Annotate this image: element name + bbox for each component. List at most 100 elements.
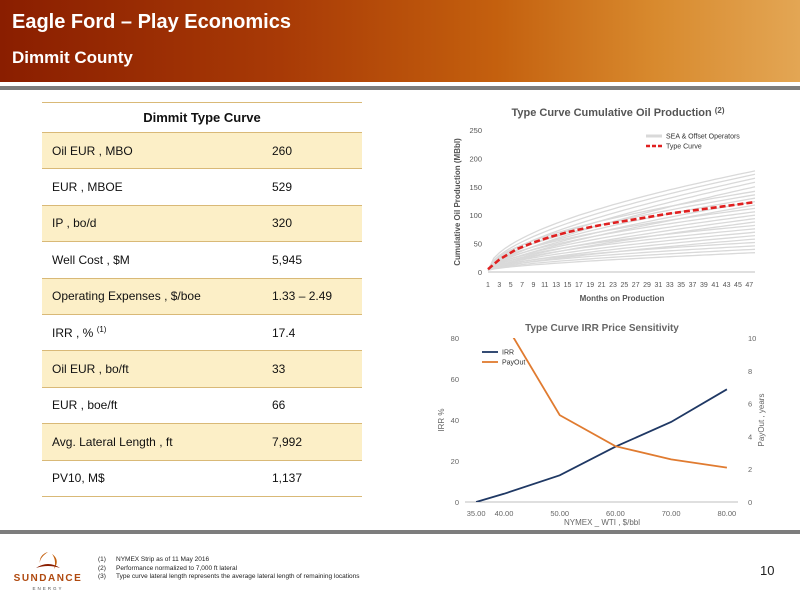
chart1-x-tick: 5 [509, 282, 513, 289]
chart1-x-tick: 39 [700, 282, 708, 289]
offset-operator-curve [487, 245, 756, 271]
svg-text:SUNDANCE: SUNDANCE [14, 573, 83, 584]
chart2-y2-tick: 4 [748, 432, 752, 441]
chart1-x-tick: 27 [632, 282, 640, 289]
table-row-value: 1.33 – 2.49 [262, 278, 362, 315]
table-row: Operating Expenses , $/boe 1.33 – 2.49 [42, 278, 362, 315]
table-row-label: Oil EUR , bo/ft [42, 350, 262, 388]
chart1-x-tick: 11 [541, 282, 548, 289]
table-row: PV10, M$ 1,137 [42, 460, 362, 497]
chart1-y-tick: 50 [474, 240, 482, 249]
chart1-y-tick: 100 [469, 211, 482, 220]
chart1-x-tick: 15 [564, 282, 572, 289]
table-row: EUR , boe/ft 66 [42, 387, 362, 425]
table-row: IRR , % (1) 17.4 [42, 314, 362, 352]
irr-line [475, 388, 728, 502]
table-row-label: EUR , MBOE [42, 168, 262, 206]
table-row: IP , bo/d 320 [42, 205, 362, 243]
payout-line [512, 338, 728, 469]
footnote: (2) Performance normalized to 7,000 ft la… [98, 564, 238, 572]
irr-sensitivity-chart: Type Curve IRR Price Sensitivity 0204060… [437, 323, 766, 527]
table-row-value: 529 [262, 168, 362, 206]
chart1-x-tick: 25 [620, 282, 628, 289]
chart1-title: Type Curve Cumulative Oil Production (2) [511, 106, 724, 119]
chart2-x-tick: 50.00 [550, 509, 569, 518]
chart2-x-tick: 70.00 [662, 509, 681, 518]
chart1-x-tick: 23 [609, 282, 617, 289]
svg-text:ENERGY: ENERGY [32, 586, 63, 591]
table-row-label: Operating Expenses , $/boe [42, 278, 262, 315]
legend-irr: IRR [502, 350, 514, 357]
offset-operator-curve [487, 170, 756, 271]
chart2-x-tick: 80.00 [717, 509, 736, 518]
chart1-x-tick: 47 [745, 282, 753, 289]
chart2-y2-tick: 8 [748, 367, 752, 376]
type-curve-table: Dimmit Type Curve Oil EUR , MBO 260 EUR , … [42, 102, 362, 497]
chart2-y-tick: 60 [451, 375, 459, 384]
chart1-x-tick: 7 [520, 282, 524, 289]
chart2-x-tick: 35.00 [467, 509, 486, 518]
offset-operator-curve [487, 228, 756, 271]
company-logo: SUNDANCE ENERGY [8, 548, 88, 594]
chart2-y-tick: 20 [451, 457, 459, 466]
table-row-value: 320 [262, 205, 362, 243]
chart2-x-tick: 60.00 [606, 509, 625, 518]
offset-operator-curve [487, 190, 756, 271]
table-row: Oil EUR , bo/ft 33 [42, 350, 362, 388]
offset-operator-curve [487, 207, 756, 271]
chart1-x-tick: 35 [677, 282, 685, 289]
table-row-value: 66 [262, 387, 362, 425]
cumulative-oil-chart: Type Curve Cumulative Oil Production (2) … [453, 106, 756, 303]
chart1-x-tick: 17 [575, 282, 583, 289]
chart2-x-tick: 40.00 [495, 509, 514, 518]
offset-operator-curve [487, 224, 756, 271]
table-row-value: 33 [262, 350, 362, 388]
table-row-label: IP , bo/d [42, 205, 262, 243]
chart2-y2-tick: 2 [748, 465, 752, 474]
chart1-x-tick: 13 [552, 282, 560, 289]
footnotes: (1) NYMEX Strip as of 11 May 2016 (2) Perfo… [98, 556, 360, 582]
table-row-label: IRR , % (1) [42, 314, 262, 352]
table-row-value: 5,945 [262, 241, 362, 279]
legend-payout: PayOut [502, 360, 525, 367]
chart1-legend: SEA & Offset Operators Type Curve [646, 134, 740, 151]
chart2-y-tick: 80 [451, 334, 459, 343]
chart2-ylabel: IRR % [437, 408, 446, 431]
table-row-label: PV10, M$ [42, 460, 262, 497]
page-number: 10 [760, 563, 775, 578]
chart2-y-tick: 40 [451, 416, 459, 425]
page-subtitle: Dimmit County [12, 48, 133, 67]
table-row-label: EUR , boe/ft [42, 387, 262, 425]
table-row-value: 260 [262, 132, 362, 170]
chart1-x-tick: 41 [711, 282, 719, 289]
title-bar: Eagle Ford – Play Economics Dimmit Count… [0, 0, 800, 82]
chart1-x-tick: 43 [723, 282, 731, 289]
footnote: (3) Type curve lateral length represents … [98, 573, 360, 581]
table-row-label: Oil EUR , MBO [42, 132, 262, 170]
offset-operator-curve [487, 173, 756, 271]
table-row-value: 17.4 [262, 314, 362, 352]
table-row: Well Cost , $M 5,945 [42, 241, 362, 279]
chart2-y2-tick: 10 [748, 334, 756, 343]
legend-type-curve: Type Curve [666, 144, 702, 151]
chart2-legend: IRR PayOut [482, 350, 525, 367]
chart2-title: Type Curve IRR Price Sensitivity [525, 323, 679, 334]
table-row-value: 7,992 [262, 423, 362, 461]
table-row: Avg. Lateral Length , ft 7,992 [42, 423, 362, 461]
table-row-value: 1,137 [262, 460, 362, 497]
page-title: Eagle Ford – Play Economics [12, 11, 291, 33]
offset-operator-curve [487, 211, 756, 271]
offset-operator-curve [487, 248, 756, 271]
chart1-x-tick: 3 [497, 282, 501, 289]
footnote: (1) NYMEX Strip as of 11 May 2016 [98, 556, 210, 563]
chart1-x-tick: 9 [531, 282, 535, 289]
offset-operator-curve [487, 217, 756, 271]
bottom-divider [0, 530, 800, 534]
offset-operator-curve [487, 252, 756, 271]
offset-operator-curve [487, 221, 756, 271]
chart1-x-tick: 19 [586, 282, 594, 289]
chart1-y-tick: 150 [469, 183, 482, 192]
chart1-y-tick: 250 [469, 126, 482, 135]
chart1-ylabel: Cumulative Oil Production (MBbl) [453, 138, 462, 266]
chart1-x-tick: 45 [734, 282, 742, 289]
